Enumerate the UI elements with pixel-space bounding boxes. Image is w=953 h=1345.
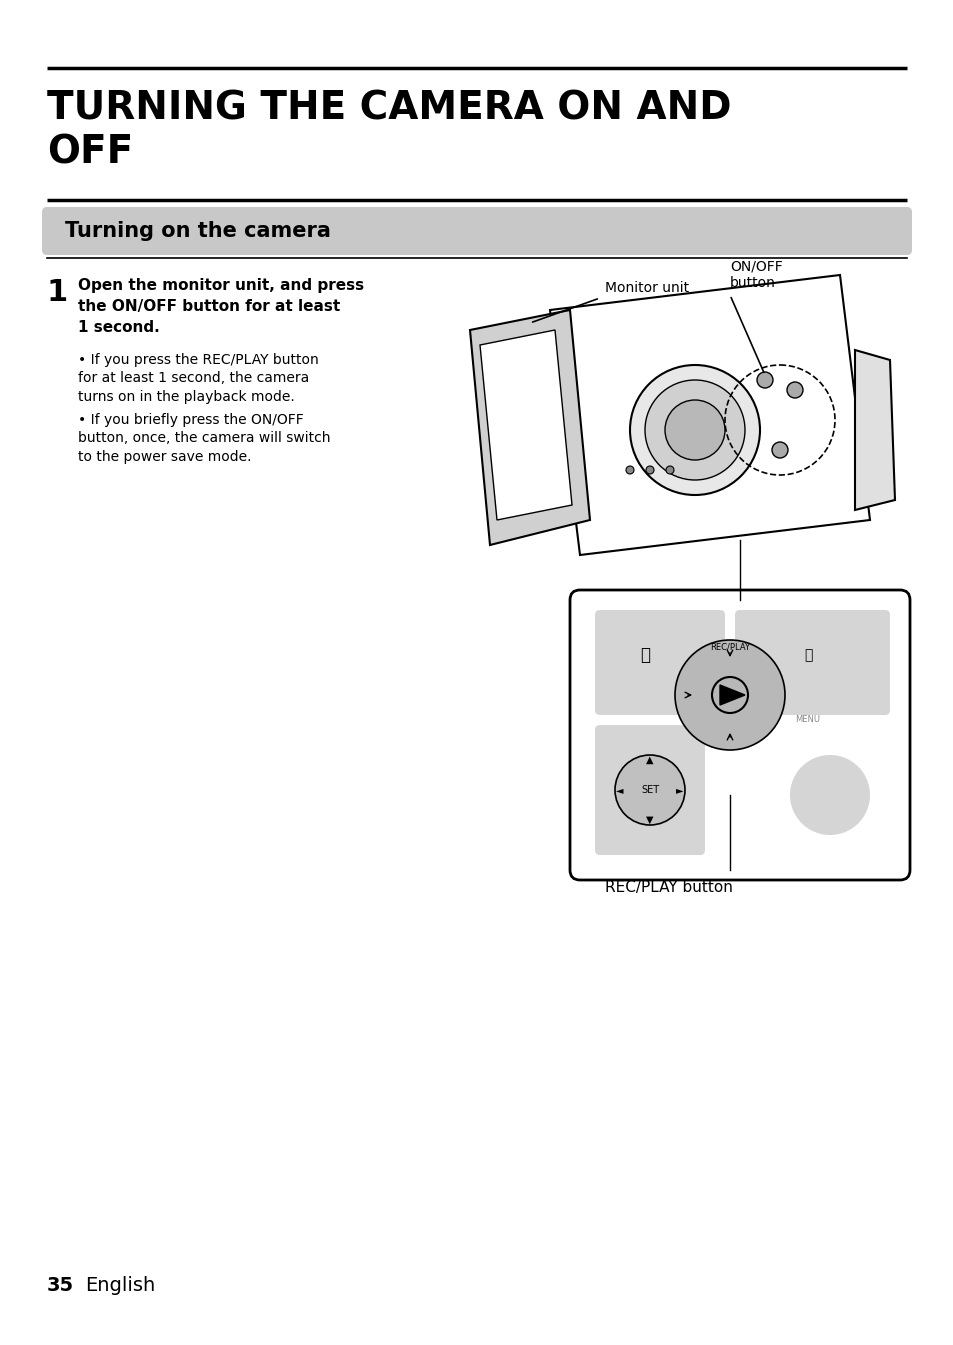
- Circle shape: [771, 443, 787, 459]
- Circle shape: [665, 465, 673, 473]
- FancyBboxPatch shape: [569, 590, 909, 880]
- Text: TURNING THE CAMERA ON AND
OFF: TURNING THE CAMERA ON AND OFF: [47, 90, 731, 172]
- Circle shape: [675, 640, 784, 751]
- Text: Monitor unit: Monitor unit: [604, 281, 688, 295]
- Circle shape: [664, 399, 724, 460]
- Polygon shape: [479, 330, 572, 521]
- FancyBboxPatch shape: [42, 207, 911, 256]
- FancyBboxPatch shape: [734, 611, 889, 716]
- Text: • If you briefly press the ON/OFF
button, once, the camera will switch
to the po: • If you briefly press the ON/OFF button…: [78, 413, 330, 464]
- FancyBboxPatch shape: [595, 725, 704, 855]
- FancyBboxPatch shape: [595, 611, 724, 716]
- Circle shape: [625, 465, 634, 473]
- Circle shape: [757, 373, 772, 387]
- Polygon shape: [854, 350, 894, 510]
- Text: ON/OFF
button: ON/OFF button: [729, 260, 781, 291]
- Circle shape: [644, 381, 744, 480]
- Text: 📷: 📷: [639, 646, 649, 664]
- Text: • If you press the REC/PLAY button
for at least 1 second, the camera
turns on in: • If you press the REC/PLAY button for a…: [78, 352, 318, 403]
- Text: ◄: ◄: [616, 785, 623, 795]
- Circle shape: [786, 382, 802, 398]
- Text: 1: 1: [47, 278, 69, 307]
- Text: REC/PLAY button: REC/PLAY button: [604, 880, 732, 894]
- Text: ▲: ▲: [645, 755, 653, 765]
- Text: 🎬: 🎬: [803, 648, 811, 662]
- Polygon shape: [550, 274, 869, 555]
- Text: Turning on the camera: Turning on the camera: [65, 221, 331, 241]
- Polygon shape: [720, 685, 744, 705]
- Text: 35: 35: [47, 1276, 74, 1295]
- Text: English: English: [85, 1276, 155, 1295]
- Circle shape: [645, 465, 654, 473]
- Text: REC/PLAY: REC/PLAY: [709, 643, 749, 651]
- Text: Open the monitor unit, and press
the ON/OFF button for at least
1 second.: Open the monitor unit, and press the ON/…: [78, 278, 364, 335]
- Text: SET: SET: [640, 785, 659, 795]
- Polygon shape: [470, 309, 589, 545]
- Text: MENU: MENU: [794, 716, 820, 725]
- Text: ▼: ▼: [645, 815, 653, 824]
- Circle shape: [615, 755, 684, 824]
- Circle shape: [629, 364, 760, 495]
- Text: ►: ►: [676, 785, 683, 795]
- Circle shape: [789, 755, 869, 835]
